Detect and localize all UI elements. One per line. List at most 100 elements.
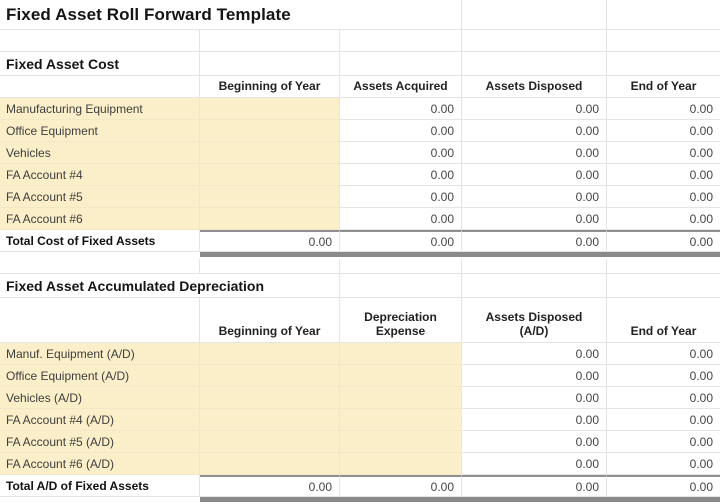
value-cell[interactable]: 0.00 bbox=[607, 120, 720, 142]
grid-cell[interactable] bbox=[607, 259, 720, 274]
total-value-cell[interactable]: 0.00 bbox=[462, 230, 607, 252]
grid-cell[interactable] bbox=[462, 0, 607, 30]
input-cell[interactable] bbox=[340, 387, 462, 409]
input-cell[interactable] bbox=[340, 343, 462, 365]
row-label-cell[interactable]: Manuf. Equipment (A/D) bbox=[0, 343, 200, 365]
row-label-cell[interactable]: FA Account #5 (A/D) bbox=[0, 431, 200, 453]
input-cell[interactable] bbox=[200, 164, 340, 186]
grid-cell[interactable] bbox=[0, 298, 200, 343]
value-cell[interactable]: 0.00 bbox=[462, 120, 607, 142]
value-cell[interactable]: 0.00 bbox=[462, 98, 607, 120]
value-cell[interactable]: 0.00 bbox=[607, 409, 720, 431]
input-cell[interactable] bbox=[340, 365, 462, 387]
grid-cell[interactable] bbox=[200, 30, 340, 52]
row-label-cell[interactable]: Office Equipment (A/D) bbox=[0, 365, 200, 387]
input-cell[interactable] bbox=[200, 208, 340, 230]
grid-cell[interactable] bbox=[462, 274, 607, 298]
row-label-cell[interactable]: FA Account #5 bbox=[0, 186, 200, 208]
value-cell[interactable]: 0.00 bbox=[607, 387, 720, 409]
column-header-cell[interactable]: Beginning of Year bbox=[200, 76, 340, 98]
value-cell[interactable]: 0.00 bbox=[462, 343, 607, 365]
grid-cell[interactable] bbox=[340, 52, 462, 76]
total-value-cell[interactable]: 0.00 bbox=[340, 475, 462, 497]
total-value-cell[interactable]: 0.00 bbox=[200, 475, 340, 497]
value-cell[interactable]: 0.00 bbox=[462, 186, 607, 208]
value-cell[interactable]: 0.00 bbox=[462, 365, 607, 387]
page-title[interactable]: Fixed Asset Roll Forward Template bbox=[0, 0, 462, 30]
input-cell[interactable] bbox=[340, 431, 462, 453]
input-cell[interactable] bbox=[200, 409, 340, 431]
value-cell[interactable]: 0.00 bbox=[607, 208, 720, 230]
value-cell[interactable]: 0.00 bbox=[462, 208, 607, 230]
column-header-cell[interactable]: Assets Acquired bbox=[340, 76, 462, 98]
column-header-cell[interactable]: Assets Disposed bbox=[462, 76, 607, 98]
column-header-cell[interactable]: Beginning of Year bbox=[200, 298, 340, 343]
total-label-cell[interactable]: Total Cost of Fixed Assets bbox=[0, 230, 200, 252]
value-cell[interactable]: 0.00 bbox=[340, 186, 462, 208]
row-label-cell[interactable]: FA Account #6 bbox=[0, 208, 200, 230]
value-cell[interactable]: 0.00 bbox=[607, 98, 720, 120]
input-cell[interactable] bbox=[200, 453, 340, 475]
row-label-cell[interactable]: Vehicles bbox=[0, 142, 200, 164]
value-cell[interactable]: 0.00 bbox=[462, 409, 607, 431]
total-value-cell[interactable]: 0.00 bbox=[340, 230, 462, 252]
value-cell[interactable]: 0.00 bbox=[607, 453, 720, 475]
total-value-cell[interactable]: 0.00 bbox=[462, 475, 607, 497]
column-header-cell[interactable]: Depreciation Expense bbox=[340, 298, 462, 343]
grid-cell[interactable] bbox=[200, 259, 340, 274]
value-cell[interactable]: 0.00 bbox=[340, 142, 462, 164]
row-label-cell[interactable]: FA Account #4 bbox=[0, 164, 200, 186]
input-cell[interactable] bbox=[340, 409, 462, 431]
grid-cell[interactable] bbox=[200, 52, 340, 76]
grid-cell[interactable] bbox=[607, 274, 720, 298]
grid-cell[interactable] bbox=[340, 259, 462, 274]
row-label-cell[interactable]: FA Account #6 (A/D) bbox=[0, 453, 200, 475]
value-cell[interactable]: 0.00 bbox=[607, 431, 720, 453]
total-label-cell[interactable]: Total A/D of Fixed Assets bbox=[0, 475, 200, 497]
input-cell[interactable] bbox=[200, 120, 340, 142]
input-cell[interactable] bbox=[200, 387, 340, 409]
total-value-cell[interactable]: 0.00 bbox=[200, 230, 340, 252]
row-label-cell[interactable]: Manufacturing Equipment bbox=[0, 98, 200, 120]
value-cell[interactable]: 0.00 bbox=[607, 142, 720, 164]
input-cell[interactable] bbox=[200, 98, 340, 120]
grid-cell[interactable] bbox=[607, 30, 720, 52]
column-header-cell[interactable]: End of Year bbox=[607, 76, 720, 98]
value-cell[interactable]: 0.00 bbox=[340, 98, 462, 120]
row-label-cell[interactable]: Office Equipment bbox=[0, 120, 200, 142]
grid-cell[interactable] bbox=[462, 52, 607, 76]
value-cell[interactable]: 0.00 bbox=[607, 186, 720, 208]
section-heading[interactable]: Fixed Asset Cost bbox=[0, 52, 200, 76]
grid-cell[interactable] bbox=[607, 52, 720, 76]
value-cell[interactable]: 0.00 bbox=[607, 365, 720, 387]
input-cell[interactable] bbox=[200, 186, 340, 208]
grid-cell[interactable] bbox=[462, 30, 607, 52]
value-cell[interactable]: 0.00 bbox=[340, 120, 462, 142]
value-cell[interactable]: 0.00 bbox=[607, 343, 720, 365]
column-header-cell[interactable]: End of Year bbox=[607, 298, 720, 343]
column-header-cell[interactable]: Assets Disposed (A/D) bbox=[462, 298, 607, 343]
input-cell[interactable] bbox=[200, 343, 340, 365]
grid-cell[interactable] bbox=[0, 30, 200, 52]
grid-cell[interactable] bbox=[340, 30, 462, 52]
value-cell[interactable]: 0.00 bbox=[462, 431, 607, 453]
input-cell[interactable] bbox=[200, 142, 340, 164]
value-cell[interactable]: 0.00 bbox=[462, 453, 607, 475]
grid-cell[interactable] bbox=[340, 274, 462, 298]
input-cell[interactable] bbox=[200, 365, 340, 387]
row-label-cell[interactable]: FA Account #4 (A/D) bbox=[0, 409, 200, 431]
total-value-cell[interactable]: 0.00 bbox=[607, 230, 720, 252]
row-label-cell[interactable]: Vehicles (A/D) bbox=[0, 387, 200, 409]
section-heading[interactable]: Fixed Asset Accumulated Depreciation bbox=[0, 274, 340, 298]
input-cell[interactable] bbox=[340, 453, 462, 475]
grid-cell[interactable] bbox=[0, 76, 200, 98]
value-cell[interactable]: 0.00 bbox=[607, 164, 720, 186]
value-cell[interactable]: 0.00 bbox=[462, 142, 607, 164]
total-value-cell[interactable]: 0.00 bbox=[607, 475, 720, 497]
grid-cell[interactable] bbox=[462, 259, 607, 274]
input-cell[interactable] bbox=[200, 431, 340, 453]
value-cell[interactable]: 0.00 bbox=[340, 164, 462, 186]
grid-cell[interactable] bbox=[607, 0, 720, 30]
value-cell[interactable]: 0.00 bbox=[462, 164, 607, 186]
grid-cell[interactable] bbox=[0, 259, 200, 274]
